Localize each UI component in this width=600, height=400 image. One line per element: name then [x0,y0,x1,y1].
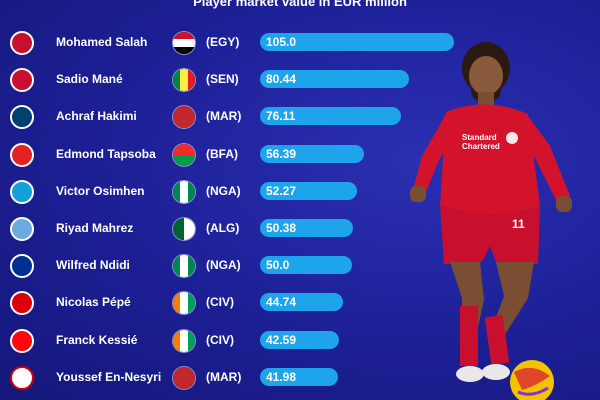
senegal-flag-icon [172,68,196,93]
svg-text:Standard: Standard [462,133,497,142]
sevilla-crest-icon [10,365,34,390]
bar [260,107,401,126]
data-label: 50.0 [266,258,290,273]
leverkusen-crest-icon [10,142,34,167]
country-code-label: (MAR) [206,109,242,124]
milan-crest-icon [10,328,34,353]
bar-row: Youssef En-Nesyri (MAR) 41.98 [0,362,600,392]
category-label: Franck Kessié [56,332,138,347]
country-code-label: (EGY) [206,35,240,49]
category-label: Sadio Mané [56,72,123,87]
bar [260,144,364,163]
country-code-label: (BFA) [206,146,238,161]
bar-row: Nicolas Pépé (CIV) 44.74 [0,287,600,317]
nigeria-flag-icon [172,179,196,204]
category-label: Youssef En-Nesyri [56,369,162,384]
category-label: Mohamed Salah [56,35,148,49]
data-label: 44.74 [266,295,297,310]
leicester-crest-icon [10,254,34,279]
data-label: 80.44 [266,72,297,87]
chart-title: Player market value in EUR million [193,0,407,9]
egypt-flag-icon [172,31,196,55]
arsenal-crest-icon [10,291,34,316]
bar [260,219,353,237]
bar-row: Achraf Hakimi (MAR) 76.11 [0,101,600,131]
category-label: Wilfred Ndidi [56,258,130,273]
category-label: Victor Osimhen [56,183,145,198]
category-label: Achraf Hakimi [56,109,137,124]
bar [260,181,357,200]
data-label: 50.38 [266,221,297,235]
bar-row: Mohamed Salah (EGY) 105.0 [0,27,600,57]
algeria-flag-icon [172,217,196,241]
category-label: Nicolas Pépé [56,295,131,310]
country-code-label: (ALG) [206,221,240,235]
country-code-label: (NGA) [206,183,241,198]
category-label: Riyad Mahrez [56,221,134,235]
bar [260,70,409,89]
bar-row: Edmond Tapsoba (BFA) 56.39 [0,139,600,169]
ivory-coast-flag-icon [172,291,196,316]
liverpool-crest-icon [10,68,34,93]
category-label: Edmond Tapsoba [56,146,156,161]
bar-row: Sadio Mané (SEN) 80.44 [0,64,600,94]
bar-row: Riyad Mahrez (ALG) 50.38 [0,213,600,243]
bar [260,33,454,51]
morocco-flag-icon [172,105,196,130]
bar-row: Wilfred Ndidi (NGA) 50.0 [0,250,600,280]
data-label: 41.98 [266,369,297,384]
ivory-coast-flag-icon [172,328,196,353]
napoli-crest-icon [10,179,34,204]
country-code-label: (NGA) [206,258,241,273]
morocco-flag-icon [172,365,196,390]
data-label: 52.27 [266,183,297,198]
data-label: 76.11 [266,109,296,124]
psg-crest-icon [10,105,34,130]
liverpool-crest-icon [10,31,34,55]
svg-text:11: 11 [512,217,525,231]
svg-text:Chartered: Chartered [462,142,500,151]
bar [260,293,343,312]
bar [260,330,339,349]
country-code-label: (CIV) [206,332,234,347]
bar-row: Victor Osimhen (NGA) 52.27 [0,176,600,206]
burkina-faso-flag-icon [172,142,196,167]
data-label: 105.0 [266,35,297,49]
mancity-crest-icon [10,217,34,241]
country-code-label: (CIV) [206,295,234,310]
country-code-label: (MAR) [206,369,242,384]
country-code-label: (SEN) [206,72,239,87]
data-label: 56.39 [266,146,297,161]
nigeria-flag-icon [172,254,196,279]
bar-row: Franck Kessié (CIV) 42.59 [0,325,600,355]
bar [260,367,338,386]
data-label: 42.59 [266,332,297,347]
player-photo-icon: Standard Chartered 11 [410,42,572,400]
bar [260,256,352,275]
